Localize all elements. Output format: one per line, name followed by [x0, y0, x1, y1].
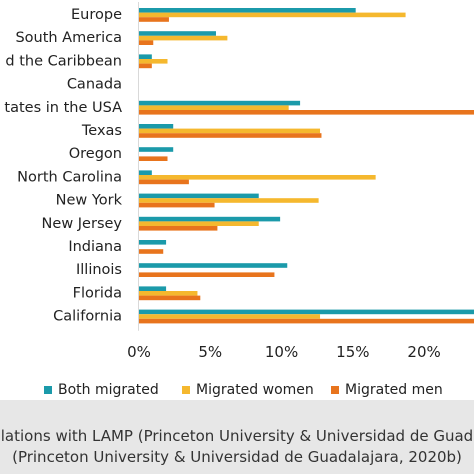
- bar-migrated-men-indiana: [139, 249, 164, 254]
- legend-swatch-both-migrated: [44, 386, 52, 394]
- legend-label-both-migrated: Both migrated: [58, 382, 159, 398]
- bar-migrated-men-latin-america-and-the-caribbean: [139, 63, 152, 69]
- bar-both-migrated-illinois: [139, 263, 288, 268]
- x-tick-label-10: 10%: [265, 343, 298, 361]
- bar-both-migrated-texas: [139, 124, 174, 129]
- legend-label-migrated-men: Migrated men: [345, 382, 443, 398]
- bar-chart: Europe South America d the Caribbean Canada…: [4, 2, 474, 361]
- bar-migrated-women-california: [139, 314, 321, 319]
- legend-item-migrated-men: Migrated men: [331, 381, 443, 399]
- x-axis-tick-labels: 0% 5% 10% 15% 20%: [127, 343, 441, 361]
- bar-migrated-men-europe: [139, 17, 169, 22]
- legend-swatch-migrated-men: [331, 386, 339, 394]
- bar-migrated-women-latin-america-and-the-caribbean: [139, 59, 168, 64]
- category-label-new-york: New York: [56, 193, 123, 209]
- bar-migrated-men-united-states-in-the-usa: [139, 110, 474, 115]
- bar-both-migrated-oregon: [139, 147, 174, 152]
- legend-item-migrated-women: Migrated women: [182, 381, 314, 399]
- source-line-1: lations with LAMP (Princeton University …: [0, 427, 474, 445]
- category-label-texas: Texas: [81, 123, 122, 139]
- bar-migrated-men-oregon: [139, 156, 168, 161]
- source-caption: lations with LAMP (Princeton University …: [0, 400, 474, 474]
- bar-migrated-men-new-jersey: [139, 226, 218, 231]
- bar-both-migrated-united-states-in-the-usa: [139, 100, 301, 106]
- bar-migrated-men-new-york: [139, 202, 215, 208]
- source-line-2: (Princeton University & Universidad de G…: [12, 448, 462, 466]
- category-label-florida: Florida: [73, 285, 122, 301]
- category-label-indiana: Indiana: [68, 239, 122, 255]
- bar-migrated-men-florida: [139, 295, 201, 301]
- category-label-illinois: Illinois: [76, 262, 122, 278]
- category-label-north-carolina: North Carolina: [17, 169, 122, 185]
- bar-both-migrated-north-carolina: [139, 170, 152, 175]
- bar-both-migrated-europe: [139, 8, 356, 13]
- bar-migrated-men-north-carolina: [139, 179, 189, 185]
- x-tick-label-15: 15%: [336, 343, 369, 361]
- legend-label-migrated-women: Migrated women: [196, 382, 314, 398]
- bar-migrated-women-florida: [139, 291, 198, 296]
- category-label-latin-america-and-the-caribbean: d the Caribbean: [5, 53, 122, 69]
- category-label-europe: Europe: [71, 7, 122, 23]
- category-label-united-states-in-the-usa: tates in the USA: [4, 100, 122, 116]
- bar-migrated-women-south-america: [139, 35, 228, 41]
- category-label-oregon: Oregon: [69, 146, 122, 162]
- bar-migrated-men-california: [139, 318, 474, 324]
- bar-both-migrated-california: [139, 309, 474, 315]
- bar-both-migrated-south-america: [139, 31, 216, 36]
- bar-migrated-women-texas: [139, 128, 321, 134]
- x-tick-label-0: 0%: [127, 343, 151, 361]
- bar-both-migrated-latin-america-and-the-caribbean: [139, 54, 152, 59]
- category-label-south-america: South America: [15, 30, 122, 46]
- bar-both-migrated-new-jersey: [139, 216, 281, 222]
- bar-migrated-women-north-carolina: [139, 175, 376, 180]
- legend-item-both-migrated: Both migrated: [44, 381, 159, 399]
- bar-migrated-women-new-jersey: [139, 221, 259, 226]
- category-label-canada: Canada: [67, 77, 122, 93]
- x-tick-label-5: 5%: [198, 343, 222, 361]
- x-tick-label-20: 20%: [407, 343, 440, 361]
- bar-both-migrated-new-york: [139, 193, 259, 199]
- bar-migrated-men-illinois: [139, 272, 275, 277]
- legend-swatch-migrated-women: [182, 386, 190, 394]
- category-label-new-jersey: New Jersey: [42, 216, 123, 232]
- bar-both-migrated-indiana: [139, 240, 167, 245]
- bar-migrated-women-new-york: [139, 198, 319, 203]
- bar-migrated-men-texas: [139, 133, 322, 138]
- category-label-california: California: [53, 309, 122, 325]
- bar-migrated-men-south-america: [139, 40, 154, 45]
- bar-migrated-women-united-states-in-the-usa: [139, 105, 289, 110]
- category-labels: Europe South America d the Caribbean Canada…: [4, 7, 122, 325]
- bars: [138, 2, 474, 331]
- bar-both-migrated-florida: [139, 286, 167, 291]
- bar-migrated-women-europe: [139, 12, 406, 18]
- legend: Both migrated Migrated women Migrated me…: [0, 372, 474, 400]
